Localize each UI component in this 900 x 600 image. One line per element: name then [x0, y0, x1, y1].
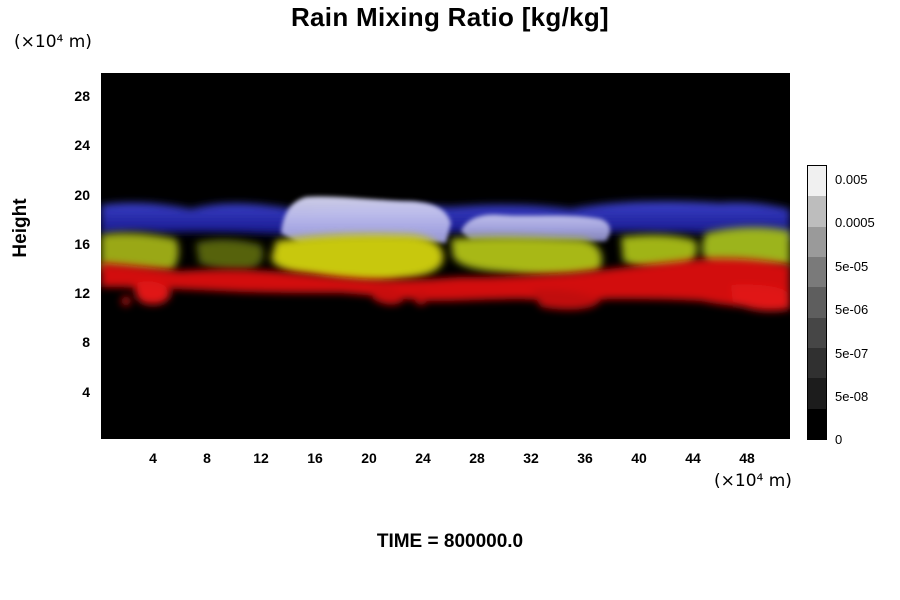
x-tick-label: 36	[577, 450, 593, 466]
y-tick-label: 16	[74, 236, 90, 252]
plot-area	[101, 73, 790, 439]
lavender-cap	[461, 214, 611, 242]
lavender-cap	[281, 196, 451, 245]
colorbar-swatch	[808, 378, 826, 410]
colorbar-label: 5e-08	[835, 389, 869, 404]
yellow-layer	[101, 227, 790, 282]
yellow-band	[196, 239, 264, 270]
colorbar-label: 5e-06	[835, 302, 869, 317]
x-tick-label: 16	[307, 450, 323, 466]
red-blob	[415, 293, 427, 305]
colorbar-label: 0	[835, 432, 843, 447]
red-layer	[101, 258, 790, 311]
x-tick-label: 12	[253, 450, 269, 466]
x-tick-label: 40	[631, 450, 647, 466]
y-tick-label: 28	[74, 88, 90, 104]
yellow-band	[271, 234, 444, 282]
yellow-band	[101, 232, 179, 272]
x-tick-label: 4	[149, 450, 157, 466]
y-tick-label: 24	[74, 137, 90, 153]
y-tick-label: 4	[82, 384, 90, 400]
y-tick-label: 8	[82, 334, 90, 350]
colorbar-swatch	[808, 196, 826, 228]
heatmap-field	[101, 196, 790, 311]
colorbar-label: 5e-05	[835, 259, 869, 274]
x-tick-label: 20	[361, 450, 377, 466]
x-tick-label: 44	[685, 450, 701, 466]
colorbar-swatch	[808, 408, 826, 440]
colorbar-swatch	[808, 166, 826, 197]
x-tick-label: 24	[415, 450, 431, 466]
colorbar-swatch	[808, 257, 826, 288]
chart-title: Rain Mixing Ratio [kg/kg]	[290, 2, 610, 32]
time-label: TIME = 800000.0	[376, 531, 524, 552]
x-tick-label: 32	[523, 450, 539, 466]
x-axis-unit: (×10⁴ m)	[714, 471, 792, 491]
red-blob	[121, 296, 131, 306]
y-tick-label: 20	[74, 187, 90, 203]
red-blob	[731, 284, 790, 311]
colorbar-swatch	[808, 287, 826, 319]
y-axis-label: Height	[10, 198, 31, 258]
red-blob	[371, 287, 403, 305]
colorbar-label: 5e-07	[835, 346, 869, 361]
colorbar-label: 0.0005	[835, 215, 875, 230]
colorbar	[807, 165, 827, 440]
red-blob	[531, 289, 601, 310]
red-blob	[135, 281, 171, 305]
x-tick-label: 8	[203, 450, 211, 466]
yellow-band	[621, 234, 697, 270]
y-tick-label: 12	[74, 285, 90, 301]
x-tick-label: 28	[469, 450, 485, 466]
colorbar-swatch	[808, 317, 826, 349]
colorbar-label: 0.005	[835, 172, 868, 187]
colorbar-swatch	[808, 226, 826, 258]
y-axis-unit: (×10⁴ m)	[14, 32, 92, 52]
colorbar-swatch	[808, 348, 826, 379]
red-band	[101, 258, 790, 308]
lavender-layer	[281, 196, 611, 245]
yellow-band	[451, 236, 602, 276]
x-tick-label: 48	[739, 450, 755, 466]
